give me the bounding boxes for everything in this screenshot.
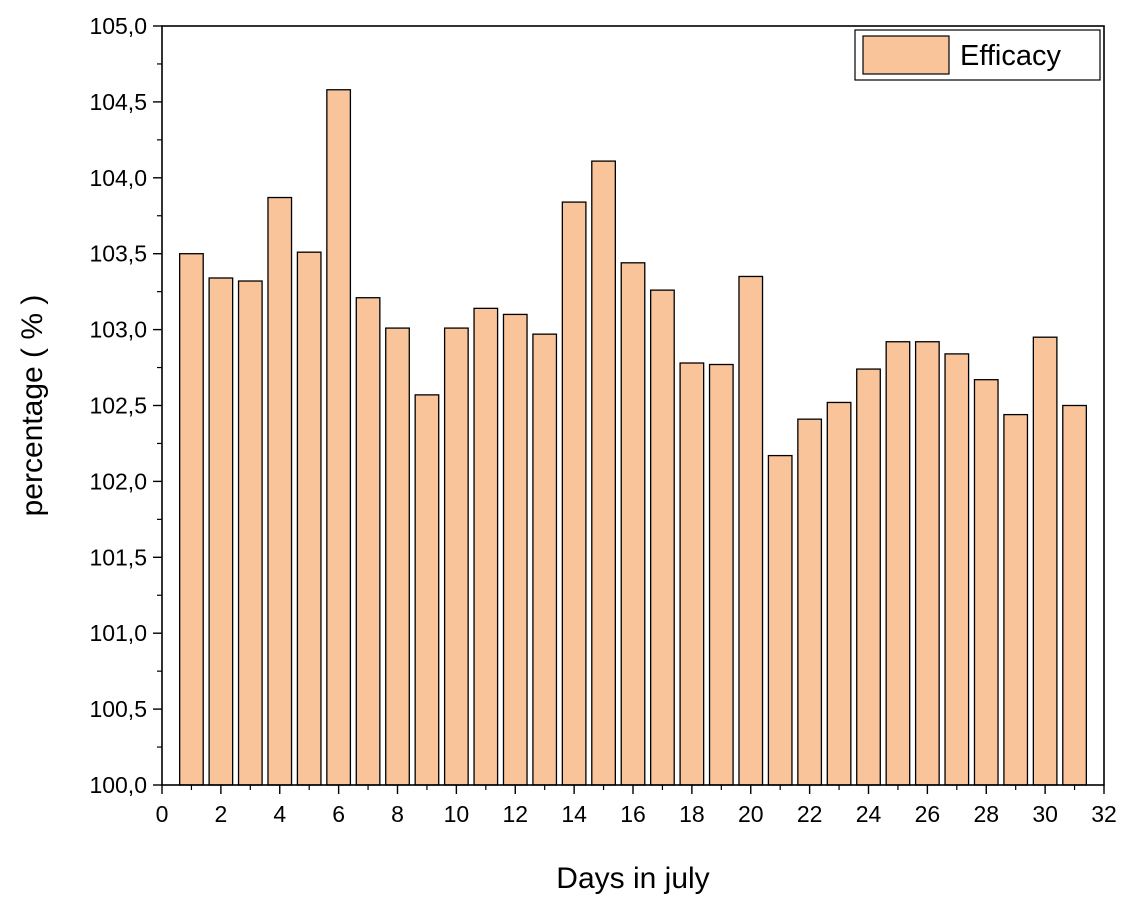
y-tick-label: 100,0 [89,772,147,798]
x-tick-label: 14 [561,801,587,827]
x-tick-label: 24 [856,801,882,827]
bar-day-7 [355,297,381,786]
bar-day-28 [973,379,999,786]
y-tick-label: 101,5 [89,544,147,570]
y-tick-label: 100,5 [89,696,147,722]
bar-day-20 [738,275,764,786]
y-tick-label: 104,0 [89,165,147,191]
x-tick-label: 16 [620,801,646,827]
bar-day-1 [179,253,204,786]
bar-day-9 [414,394,440,786]
y-tick-label: 105,0 [89,13,147,39]
y-tick-label: 103,5 [89,241,147,267]
bar-day-2 [208,277,234,786]
legend-swatch [862,35,950,75]
x-tick-label: 22 [797,801,823,827]
x-tick-label: 32 [1091,801,1117,827]
y-tick-label: 101,0 [89,620,147,646]
bar-day-10 [443,327,469,786]
bar-day-24 [856,368,881,786]
bar-day-18 [679,362,705,786]
bar-day-31 [1062,404,1087,786]
x-tick-label: 28 [973,801,999,827]
y-axis-title: percentage ( % ) [16,295,49,517]
bar-day-8 [385,327,410,786]
bar-day-5 [296,251,322,786]
x-tick-label: 10 [444,801,470,827]
y-tick-label: 104,5 [89,89,147,115]
bar-day-25 [885,341,911,786]
bar-day-12 [502,313,528,786]
bar-day-13 [532,333,558,786]
bar-day-14 [561,201,587,786]
bar-day-17 [650,289,675,786]
bar-day-16 [620,262,646,786]
x-tick-label: 20 [738,801,764,827]
bar-day-19 [708,363,734,786]
x-tick-label: 12 [502,801,528,827]
x-tick-label: 18 [679,801,705,827]
bars-group [179,89,1087,786]
bar-day-6 [326,89,352,786]
ticks-group: 0 2 4 6 8 10 12 14 16 18 20 22 24 26 28 30 32100,0100,51… [89,13,1116,827]
x-tick-label: 30 [1032,801,1058,827]
x-tick-label: 2 [214,801,227,827]
x-tick-label: 6 [332,801,345,827]
bar-day-11 [473,307,499,786]
x-tick-label: 26 [915,801,941,827]
bar-day-27 [944,353,970,786]
bar-day-29 [1003,413,1029,786]
bar-day-3 [237,280,263,786]
legend-label: Efficacy [960,40,1062,72]
bar-day-21 [767,454,793,786]
x-tick-label: 0 [156,801,169,827]
bar-day-15 [591,160,616,786]
legend: Efficacy [854,29,1101,81]
bar-day-26 [914,341,940,786]
y-tick-label: 102,5 [89,393,147,419]
x-tick-label: 8 [391,801,404,827]
bar-day-4 [267,196,293,786]
bar-day-23 [826,401,852,786]
y-tick-label: 102,0 [89,468,147,494]
x-axis-title: Days in july [556,862,709,895]
y-tick-label: 103,0 [89,317,147,343]
bar-day-22 [797,418,823,786]
bar-day-30 [1032,336,1058,786]
x-tick-label: 4 [273,801,286,827]
